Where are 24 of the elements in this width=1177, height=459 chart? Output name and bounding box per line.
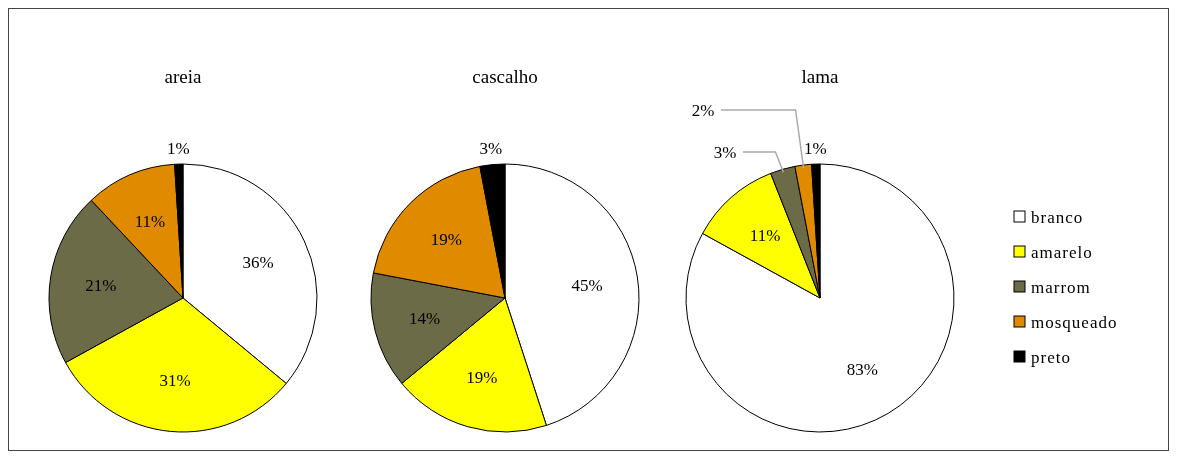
data-label: 19%	[430, 229, 462, 249]
data-label: 21%	[85, 275, 117, 295]
data-label: 14%	[408, 309, 441, 329]
data-label: 1%	[166, 138, 190, 158]
chart-title: areia	[164, 66, 203, 87]
legend-label: branco	[1031, 207, 1084, 227]
data-label: 11%	[749, 226, 781, 246]
data-label: 36%	[242, 253, 274, 273]
data-label: 1%	[803, 138, 827, 158]
data-label: 3%	[479, 139, 503, 159]
data-label: 3%	[713, 142, 737, 162]
data-label: 83%	[846, 360, 878, 380]
chart-title: cascalho	[472, 66, 538, 87]
data-label: 19%	[466, 368, 498, 388]
data-label: 11%	[134, 212, 166, 232]
chart-title: lama	[801, 66, 840, 87]
data-label: 45%	[571, 275, 603, 295]
legend-label: preto	[1031, 347, 1071, 367]
data-label: 2%	[691, 100, 715, 120]
legend-label: amarelo	[1031, 242, 1093, 262]
legend-label: mosqueado	[1031, 312, 1118, 332]
legend-label: marrom	[1031, 277, 1091, 297]
pie-slice	[685, 163, 955, 433]
data-label: 31%	[159, 371, 191, 391]
